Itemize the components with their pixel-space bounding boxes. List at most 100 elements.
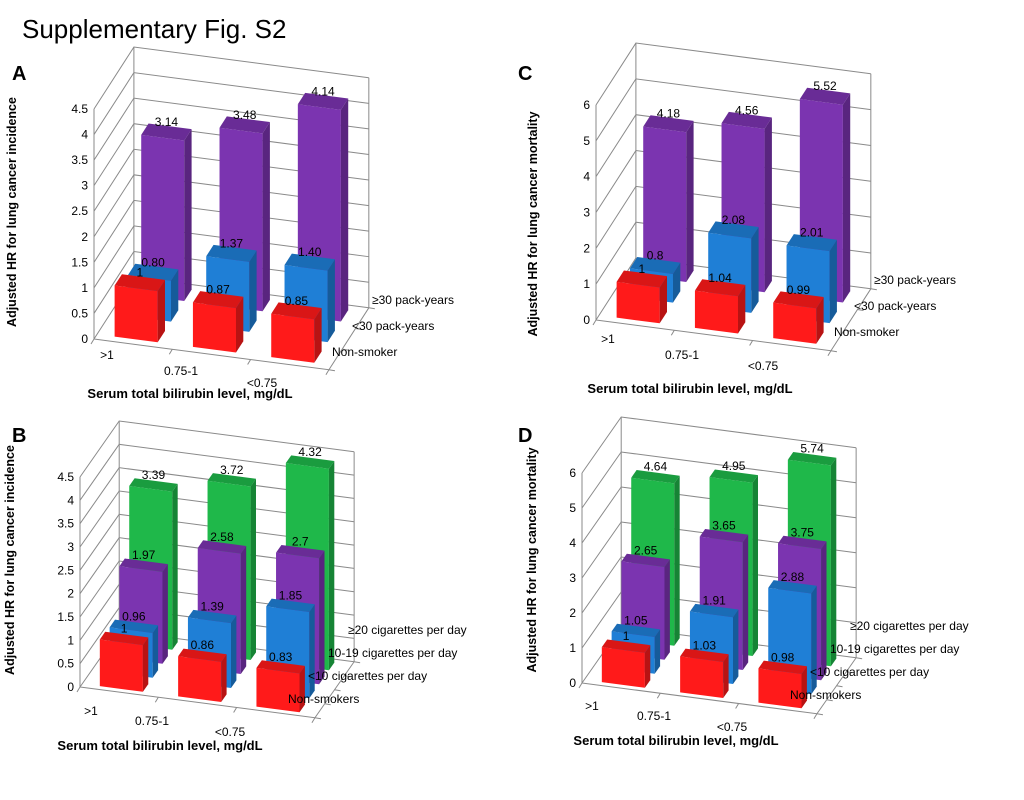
x-tick-mark [749, 340, 754, 346]
y-tick-label: 3 [81, 179, 88, 193]
bar-front-face [694, 290, 738, 334]
value-label: 1.37 [220, 236, 244, 250]
value-label: 0.85 [285, 294, 309, 308]
y-tick-label: 2 [81, 230, 88, 244]
y-tick-label: 2.5 [71, 204, 88, 218]
x-tick-mark [168, 348, 173, 355]
value-label: 0.86 [191, 638, 215, 652]
bar-side-face [821, 541, 827, 681]
category-label: >1 [100, 348, 114, 362]
value-labels: 3.39 3.72 4.32 1.97 2.58 2.7 0.96 1.39 1.85 1 0.86… [121, 445, 322, 664]
bar-top-face [611, 623, 661, 638]
z-tick-mark [342, 348, 349, 351]
value-label: 0.80 [141, 255, 165, 269]
value-label: 0.87 [206, 283, 230, 297]
y-tick-label: 4 [67, 493, 74, 507]
bar-top-face [276, 544, 325, 559]
category-label: >1 [84, 704, 98, 718]
bar-top-face [616, 270, 667, 288]
y-tick-label: 1 [81, 281, 88, 295]
bar-top-face [621, 553, 670, 568]
bar-side-face [816, 296, 824, 344]
y-tick-label: 6 [583, 98, 590, 112]
bar-side-face [829, 239, 837, 324]
value-label: 1.97 [132, 548, 156, 562]
z-tick-mark [836, 685, 843, 688]
y-tick-label: 0.5 [71, 306, 88, 320]
bar-side-face [674, 475, 680, 646]
x-tick-mark [656, 692, 661, 699]
value-label: 1.04 [708, 271, 732, 285]
bar-side-face [249, 250, 257, 332]
z-tick-mark [856, 657, 863, 660]
y-tick-label: 1.5 [57, 610, 74, 624]
panel-c-chart: 0 1 2 3 4 5 6 4.18 4.56 5.52 0.8 2.08 2.01 1 1.04 0.99 >… [512, 42, 1024, 434]
value-label: 3.39 [142, 468, 166, 482]
category-label: 0.75-1 [135, 714, 169, 728]
category-label: 0.75-1 [164, 364, 198, 378]
value-label: 2.01 [800, 226, 824, 240]
series-label: 10-19 cigarettes per day [328, 646, 457, 660]
value-label: 0.96 [122, 609, 146, 623]
bar-front-face [616, 281, 660, 324]
y-tick-label: 4.5 [71, 102, 88, 116]
bar-top-face [127, 263, 179, 281]
bar-front-face [192, 302, 236, 353]
bar-front-face [99, 639, 143, 692]
bar-top-face [786, 234, 837, 252]
z-tick-mark [830, 350, 838, 353]
y-tick-label: 2.5 [57, 563, 74, 577]
bar-front-face [680, 656, 724, 699]
category-label: >1 [601, 332, 615, 346]
value-label: 1.39 [200, 600, 224, 614]
x-tick-mark [592, 319, 597, 326]
series-label: Non-smoker [332, 345, 397, 359]
bar-side-face [737, 284, 746, 334]
category-label: 0.75-1 [637, 709, 671, 723]
bar-top-face [643, 115, 694, 133]
bar-non-smoker-0-75 [271, 302, 322, 363]
bar-side-face [686, 120, 694, 282]
bars [114, 92, 349, 363]
bar-top-face [178, 648, 227, 662]
bar-side-face [231, 615, 237, 689]
value-label: 3.72 [220, 463, 244, 477]
x-tick-mark [670, 329, 675, 336]
series-label: <10 cigarettes per day [810, 665, 929, 679]
bar-side-face [340, 98, 349, 322]
bar-side-face [299, 665, 305, 713]
y-tick-label: 3 [569, 571, 576, 585]
bars [616, 87, 851, 344]
value-label: 2.65 [634, 543, 658, 557]
figure-title: Supplementary Fig. S2 [22, 14, 287, 44]
bar-side-face [221, 654, 227, 703]
value-label: 1 [638, 262, 645, 276]
category-label: <0.75 [247, 376, 278, 390]
x-tick-mark [735, 703, 740, 709]
bar-side-face [659, 276, 667, 324]
bar-top-face [601, 639, 651, 653]
bar-front-face [256, 667, 300, 713]
series-label: Non-smokers [790, 688, 861, 702]
value-label: 4.14 [311, 84, 335, 98]
panel-letter: D [518, 425, 532, 447]
gridline [595, 42, 871, 106]
z-tick-mark [334, 689, 341, 692]
z-tick-mark [826, 699, 833, 702]
y-tick-label: 6 [569, 466, 576, 480]
bar-top-face [631, 470, 680, 484]
value-label: 5.74 [800, 442, 824, 456]
bar-front-face [773, 302, 817, 344]
value-label: 2.7 [292, 535, 309, 549]
bar-top-face [680, 648, 729, 662]
gridlines [578, 416, 863, 720]
value-label: 1 [623, 629, 630, 643]
bar-top-face [271, 302, 322, 320]
bars [99, 455, 335, 713]
z-tick-mark [846, 671, 853, 674]
bar-non-smokers-0-75-1 [178, 648, 227, 703]
bar-side-face [262, 122, 270, 312]
bar-side-face [172, 483, 178, 650]
series-label: <30 pack-years [352, 319, 434, 333]
y-tick-label: 4 [569, 536, 576, 550]
